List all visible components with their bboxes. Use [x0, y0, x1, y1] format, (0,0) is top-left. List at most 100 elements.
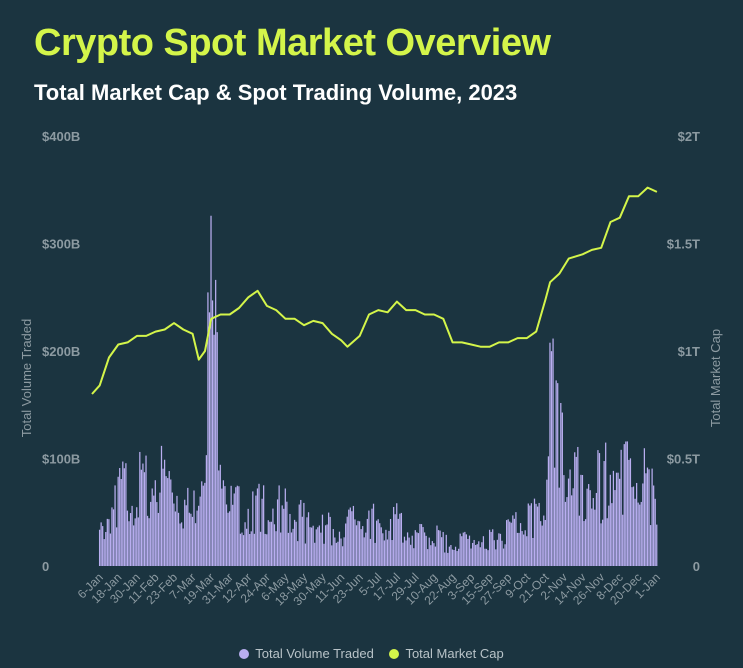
volume-bar	[312, 525, 314, 566]
volume-bar	[340, 538, 342, 566]
volume-bar	[156, 502, 158, 566]
volume-bar	[117, 476, 119, 566]
y-axis-right-labels: 0 $0.5T $1T $1.5T $2T	[667, 129, 700, 574]
volume-bar	[207, 292, 209, 566]
volume-bar	[298, 504, 300, 566]
volume-bar	[208, 312, 211, 566]
volume-bar	[586, 488, 588, 566]
volume-bar	[643, 448, 645, 566]
volume-bar	[430, 545, 432, 566]
volume-bar	[354, 519, 356, 566]
volume-bar	[561, 412, 563, 566]
legend-market-cap-swatch	[389, 648, 400, 659]
volume-bar	[400, 512, 403, 566]
volume-bar	[581, 475, 584, 566]
volume-bar	[368, 510, 370, 566]
volume-bar	[233, 493, 235, 566]
volume-bar	[509, 521, 511, 566]
volume-bar	[363, 537, 365, 566]
volume-bar	[648, 469, 650, 566]
volume-bar	[321, 514, 324, 566]
volume-bar	[592, 498, 594, 566]
volume-bar	[261, 498, 263, 566]
volume-bar	[191, 516, 194, 566]
volume-bar	[448, 546, 450, 566]
volume-bar	[513, 518, 515, 566]
volume-bar	[584, 519, 587, 566]
y2-tick-label: $0.5T	[667, 452, 700, 467]
volume-bar	[523, 534, 525, 566]
volume-bar	[541, 525, 543, 566]
volume-bar	[458, 548, 460, 566]
volume-bar	[397, 518, 399, 566]
y-axis-left-labels: 0 $100B $200B $300B $400B	[42, 129, 80, 574]
volume-bar	[393, 506, 395, 566]
volume-bar	[307, 512, 310, 566]
legend-item-market-cap[interactable]: Total Market Cap	[389, 646, 504, 661]
volume-bar	[334, 537, 336, 566]
volume-bar	[358, 521, 361, 566]
volume-bar	[103, 539, 105, 566]
volume-bar	[301, 516, 303, 566]
volume-bar	[295, 521, 297, 566]
volume-bar	[355, 525, 358, 566]
volume-bar	[495, 549, 497, 566]
volume-bar	[544, 519, 546, 566]
volume-bar	[464, 531, 466, 566]
volume-bar	[180, 522, 183, 566]
volume-bar	[501, 540, 503, 566]
volume-bar	[143, 472, 146, 566]
chart-title: Crypto Spot Market Overview	[34, 22, 551, 64]
volume-bar	[227, 512, 229, 566]
volume-bar	[405, 540, 407, 566]
volume-bar	[552, 338, 554, 566]
volume-bar	[575, 456, 577, 566]
volume-bar	[558, 487, 560, 566]
volume-bar	[504, 544, 506, 566]
volume-bar	[283, 508, 285, 566]
volume-bar	[499, 533, 502, 566]
y-axis-right-title: Total Market Cap	[708, 329, 723, 427]
volume-bar	[256, 488, 259, 566]
volume-bar	[258, 483, 260, 566]
volume-bar	[188, 512, 190, 566]
volume-bar	[567, 478, 570, 566]
legend-market-cap-label: Total Market Cap	[405, 646, 504, 661]
volume-bar	[515, 512, 517, 566]
volume-bar	[235, 487, 237, 566]
volume-bar	[304, 543, 307, 566]
volume-bar	[115, 527, 118, 566]
volume-bar	[566, 497, 568, 566]
volume-bar	[445, 534, 447, 566]
volume-bar	[142, 463, 144, 566]
volume-bar	[357, 520, 359, 566]
volume-bar	[284, 488, 286, 566]
volume-bar	[588, 484, 590, 566]
legend-item-volume[interactable]: Total Volume Traded	[239, 646, 374, 661]
volume-bar	[410, 544, 412, 566]
volume-bar	[187, 487, 189, 566]
volume-bar	[168, 471, 170, 566]
volume-bar	[190, 513, 192, 566]
volume-bar	[408, 537, 410, 566]
volume-bar	[601, 519, 604, 566]
volume-bar	[297, 541, 299, 566]
volume-bar	[547, 456, 550, 566]
volume-bar	[428, 537, 430, 566]
volume-bar	[269, 521, 271, 566]
volume-bar	[479, 547, 481, 566]
volume-bar	[136, 507, 138, 566]
volume-bar	[642, 483, 644, 566]
volume-bar	[201, 481, 203, 566]
volume-bar	[259, 531, 262, 566]
volume-bar	[529, 505, 531, 566]
volume-bar	[512, 515, 514, 566]
volume-bar	[516, 532, 519, 566]
volume-bar	[163, 459, 166, 566]
volume-bar	[580, 474, 582, 566]
volume-bar	[649, 525, 652, 566]
volume-bar	[484, 548, 486, 566]
volume-bar	[230, 485, 232, 566]
volume-bar	[553, 467, 556, 566]
